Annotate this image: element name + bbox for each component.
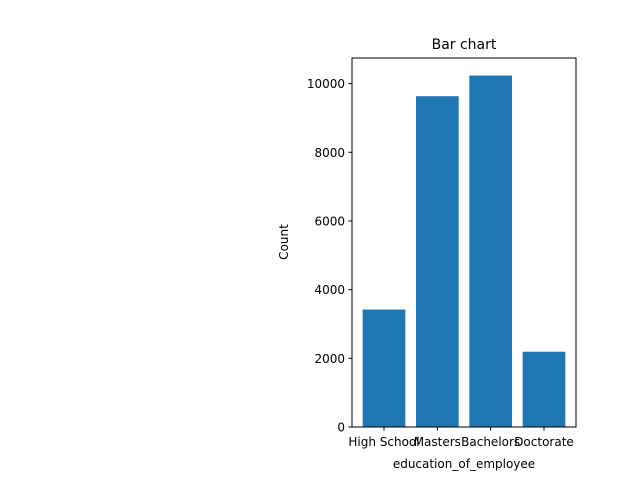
y-tick-label: 8000 bbox=[314, 146, 345, 160]
x-axis-label: education_of_employee bbox=[393, 457, 535, 471]
y-axis-label: Count bbox=[277, 224, 291, 260]
x-tick-label: Doctorate bbox=[514, 435, 574, 449]
bar-masters bbox=[416, 96, 459, 427]
x-tick-label: Masters bbox=[414, 435, 461, 449]
bars-group bbox=[362, 75, 566, 427]
y-tick-label: 2000 bbox=[314, 352, 345, 366]
x-tick-label: Bachelors bbox=[461, 435, 520, 449]
y-tick-label: 4000 bbox=[314, 283, 345, 297]
bar-bachelors bbox=[469, 75, 512, 427]
y-tick-label: 0 bbox=[337, 421, 345, 435]
y-axis-ticks: 0 2000 4000 6000 8000 10000 bbox=[307, 77, 352, 435]
chart-title: Bar chart bbox=[432, 37, 497, 53]
y-tick-label: 10000 bbox=[307, 77, 345, 91]
x-tick-label: High School bbox=[348, 435, 419, 449]
bar-doctorate bbox=[522, 351, 566, 427]
y-tick-label: 6000 bbox=[314, 214, 345, 228]
bar-high-school bbox=[362, 309, 406, 427]
plot-frame bbox=[351, 57, 577, 428]
